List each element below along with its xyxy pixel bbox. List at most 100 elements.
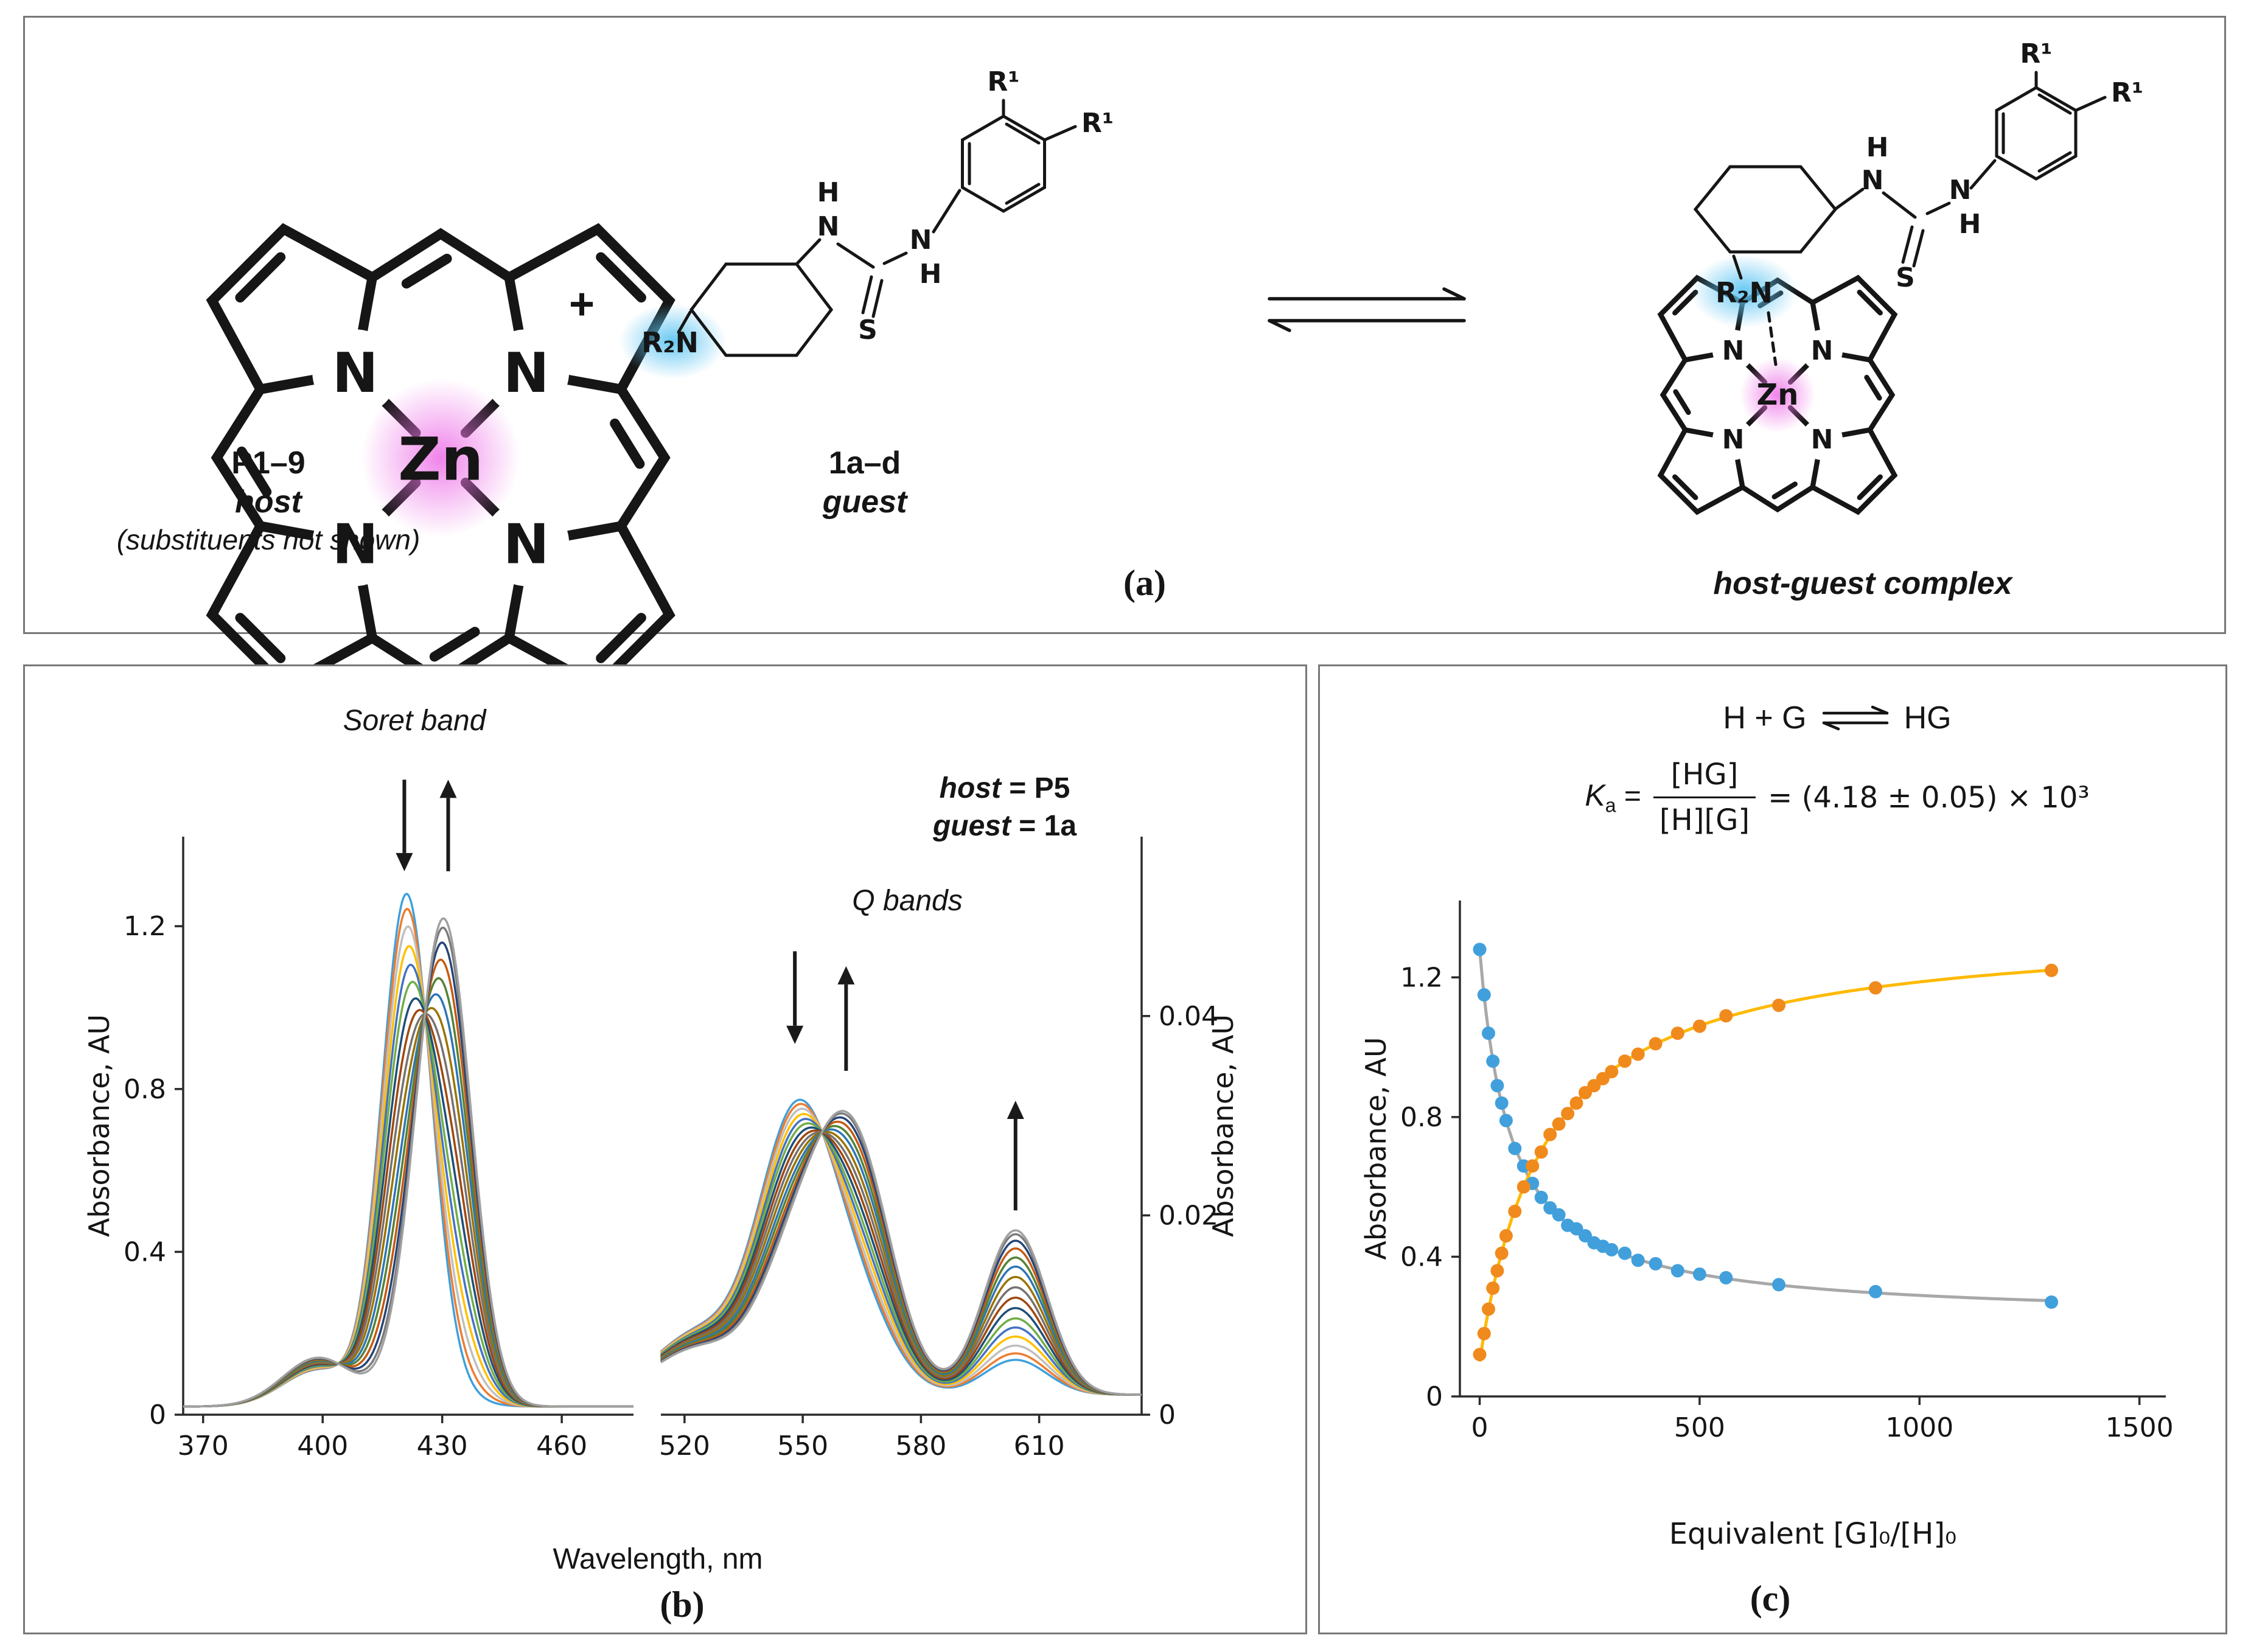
note-guest-label: guest [932, 810, 1011, 842]
guest-role: guest [822, 484, 907, 520]
svg-text:580: 580 [895, 1431, 946, 1462]
svg-text:0: 0 [1159, 1399, 1176, 1431]
hydrogen-label: H [920, 259, 942, 290]
host-porphyrin-structure: N N N N Zn [83, 118, 460, 459]
note-guest-value: = 1a [1010, 810, 1077, 842]
host-guest-note: host = P5 guest = 1a [859, 770, 1151, 845]
nitrogen-label: N [1949, 175, 1972, 206]
svg-text:400: 400 [297, 1431, 348, 1462]
nitrogen-label: N [1811, 424, 1834, 455]
zinc-glow [361, 378, 520, 537]
panel-b-letter: (b) [660, 1584, 705, 1625]
nitrogen-label: N [817, 211, 840, 242]
svg-text:0.02: 0.02 [1159, 1200, 1218, 1231]
nitrogen-label: N [1811, 335, 1834, 366]
ka-symbol: Ka = [1585, 778, 1641, 817]
svg-text:1500: 1500 [2106, 1412, 2174, 1443]
cyclohexane-ring [689, 262, 834, 357]
ka-equation: Ka = [HG] [H][G] = (4.18 ± 0.05) × 10³ [1496, 758, 2178, 837]
plus-sign: + [568, 280, 595, 329]
complex-structure: N N N N Zn R₂N H N S N H R¹ R¹ [1437, 38, 2143, 571]
r1-label: R¹ [1081, 108, 1114, 139]
sulfur-label: S [1896, 262, 1915, 293]
ka-numerator: [HG] [1670, 758, 1739, 792]
svg-text:0.04: 0.04 [1159, 1001, 1218, 1032]
amine-label: R₂N [641, 326, 699, 359]
nitrogen-label: N [503, 513, 550, 577]
equilibrium-lhs: H + G [1723, 700, 1807, 736]
panel-b-spectra: 370 400 430 460 0 0.4 0.8 1.2 Absorbance, AU 520… [23, 664, 1307, 1634]
nitrogen-label: N [332, 341, 379, 405]
sulfur-label: S [858, 315, 878, 346]
host-note: (substituents not shown) [116, 524, 421, 556]
phenyl-ring [961, 114, 1046, 213]
svg-text:0.8: 0.8 [124, 1074, 166, 1105]
svg-text:460: 460 [536, 1431, 587, 1462]
host-role: host [235, 484, 302, 520]
nitrogen-label: N [1862, 165, 1884, 196]
svg-text:0: 0 [149, 1399, 166, 1431]
panel-a-scheme: N N N N Zn P1–9 host (substituents not s… [23, 16, 2226, 634]
guest-name: 1a–d [828, 445, 901, 481]
svg-text:1000: 1000 [1885, 1412, 1953, 1443]
hydrogen-label: H [817, 177, 840, 208]
ka-fraction: [HG] [H][G] [1653, 758, 1756, 837]
svg-text:370: 370 [178, 1431, 229, 1462]
svg-text:610: 610 [1014, 1431, 1065, 1462]
panel-c-letter: (c) [1750, 1578, 1791, 1619]
svg-text:Absorbance, AU: Absorbance, AU [1359, 1037, 1392, 1260]
panel-c-isotherm: H + G HG Ka = [HG] [H][G] = (4.18 ± 0.05… [1318, 664, 2227, 1634]
zinc-label: Zn [398, 425, 483, 494]
svg-text:Absorbance, AU: Absorbance, AU [1207, 1014, 1240, 1237]
note-host-value: = P5 [1000, 772, 1070, 804]
guest-caption: 1a–d guest [713, 444, 1017, 521]
hydrogen-label: H [1959, 209, 1981, 240]
coordination-bond [1767, 311, 1778, 366]
wavelength-axis-label: Wavelength, nm [553, 1543, 763, 1575]
nitrogen-label: N [1722, 335, 1745, 366]
svg-text:0: 0 [1426, 1381, 1443, 1412]
equilibrium-arrows-icon [1268, 287, 1466, 332]
svg-text:Absorbance, AU: Absorbance, AU [83, 1014, 116, 1237]
nitrogen-label: N [1722, 424, 1745, 455]
complex-caption: host-guest complex [1713, 566, 2012, 601]
r1-label: R¹ [2111, 77, 2143, 108]
nitrogen-label: N [503, 341, 550, 405]
equilibrium-arrows-icon [1822, 705, 1888, 731]
cyclohexane-ring [1693, 165, 1838, 254]
amine-glow [1691, 255, 1798, 328]
svg-text:500: 500 [1674, 1412, 1725, 1443]
binding-isotherm-chart: 0 500 1000 1500 0 0.4 0.8 1.2 Absorbance, AU [1359, 901, 2174, 1443]
zinc-label: Zn [1757, 378, 1799, 412]
host-caption: P1–9 host (substituents not shown) [61, 444, 475, 558]
svg-text:430: 430 [417, 1431, 468, 1462]
svg-text:1.2: 1.2 [124, 911, 166, 942]
phenyl-ring [1995, 86, 2078, 181]
svg-text:0.8: 0.8 [1400, 1102, 1443, 1133]
svg-text:520: 520 [659, 1431, 710, 1462]
svg-text:0: 0 [1471, 1412, 1488, 1443]
svg-text:550: 550 [777, 1431, 828, 1462]
hydrogen-label: H [1866, 132, 1889, 163]
host-name: P1–9 [231, 445, 305, 481]
note-host-label: host [939, 772, 1001, 804]
ka-value: = (4.18 ± 0.05) × 10³ [1768, 780, 2090, 815]
soret-band-annotation: Soret band [343, 705, 486, 737]
equilibrium-rhs: HG [1904, 700, 1952, 736]
equilibrium-equation: H + G HG [1496, 700, 2178, 736]
equivalents-axis-label: Equivalent [G]₀/[H]₀ [1669, 1517, 1957, 1551]
zinc-glow [1740, 357, 1815, 433]
svg-text:0.4: 0.4 [1400, 1241, 1443, 1272]
guest-structure: R₂N H N S N H R¹ R¹ [619, 66, 1114, 379]
q-bands-annotation: Q bands [852, 885, 963, 917]
r1-label: R¹ [987, 66, 1019, 97]
nitrogen-label: N [332, 513, 379, 577]
nitrogen-label: N [910, 225, 932, 256]
svg-text:1.2: 1.2 [1400, 962, 1443, 993]
r1-label: R¹ [2020, 38, 2052, 69]
svg-text:0.4: 0.4 [124, 1236, 166, 1267]
ka-denominator: [H][G] [1653, 796, 1756, 837]
amine-label: R₂N [1715, 276, 1773, 309]
